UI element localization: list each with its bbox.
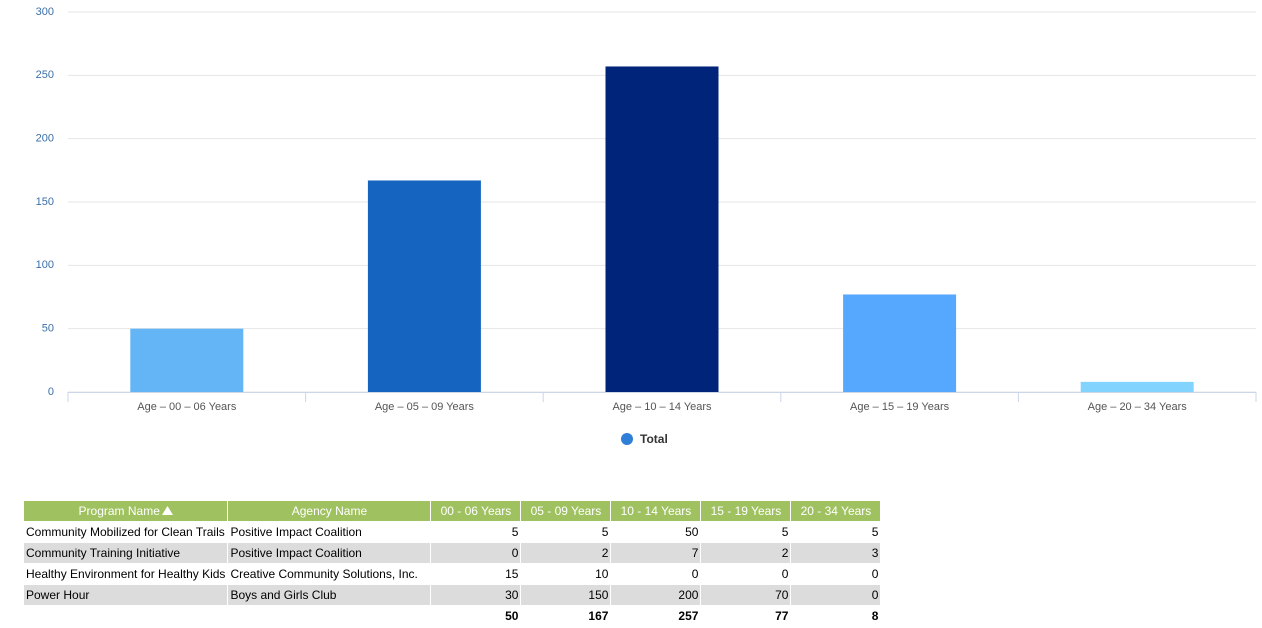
- table-cell: Positive Impact Coalition: [227, 542, 432, 564]
- column-header: 20 - 34 Years: [790, 501, 882, 522]
- table-cell: 0: [790, 563, 882, 585]
- table-cell: 0: [610, 563, 702, 585]
- column-header: Agency Name: [227, 501, 432, 522]
- table-cell: 200: [610, 584, 702, 606]
- table-row: Community Mobilized for Clean Trails Posi…: [24, 521, 882, 543]
- table-body: Community Mobilized for Clean Trails Posi…: [24, 521, 882, 627]
- bar: [843, 294, 957, 392]
- table-cell: [24, 605, 229, 627]
- legend[interactable]: Total: [621, 432, 668, 446]
- y-tick-label: 250: [36, 69, 54, 81]
- x-tick-label: Age – 15 – 19 Years: [850, 401, 950, 413]
- table-cell: Healthy Environment for Healthy Kids: [24, 563, 229, 585]
- table-cell: 5: [790, 521, 882, 543]
- table-cell: 5: [430, 521, 522, 543]
- table-cell: Community Training Initiative: [24, 542, 229, 564]
- table-cell: 0: [430, 542, 522, 564]
- y-tick-label: 100: [36, 259, 54, 271]
- x-tick-label: Age – 20 – 34 Years: [1088, 401, 1188, 413]
- total-cell: 77: [700, 605, 792, 627]
- y-tick-label: 150: [36, 196, 54, 208]
- total-cell: 257: [610, 605, 702, 627]
- y-tick-label: 300: [36, 6, 54, 18]
- table-cell: 5: [520, 521, 612, 543]
- sort-icon[interactable]: [161, 506, 173, 515]
- table-cell: 50: [610, 521, 702, 543]
- legend-marker: [621, 433, 633, 445]
- bar: [605, 66, 719, 392]
- table-cell: 2: [520, 542, 612, 564]
- table-row: Power Hour Boys and Girls Club 30 150 200 70 0: [24, 584, 882, 606]
- table-cell: [227, 605, 432, 627]
- bar: [1080, 381, 1194, 392]
- table-cell: Creative Community Solutions, Inc.: [227, 563, 432, 585]
- table-cell: 70: [700, 584, 792, 606]
- x-tick-label: Age – 00 – 06 Years: [137, 401, 237, 413]
- chart: 0 50 100 150 200 250 300 Age – 00 – 06 Years Age…: [36, 6, 1257, 446]
- x-tick-label: Age – 10 – 14 Years: [612, 401, 712, 413]
- table-cell: Community Mobilized for Clean Trails: [24, 521, 229, 543]
- table-cell: Boys and Girls Club: [227, 584, 432, 606]
- total-cell: 50: [430, 605, 522, 627]
- table-cell: 15: [430, 563, 522, 585]
- table-cell: 0: [700, 563, 792, 585]
- table-row: Community Training Initiative Positive Im…: [24, 542, 882, 564]
- column-header[interactable]: Program Name: [24, 501, 229, 522]
- bar: [130, 328, 244, 392]
- x-tick-label: Age – 05 – 09 Years: [375, 401, 475, 413]
- y-tick-label: 50: [42, 323, 54, 335]
- legend-label: Total: [640, 432, 668, 446]
- column-header: 15 - 19 Years: [700, 501, 792, 522]
- column-header: 10 - 14 Years: [610, 501, 702, 522]
- data-table: Program Name Agency Name 00 - 06 Years 05 -…: [24, 501, 882, 627]
- table-cell: 150: [520, 584, 612, 606]
- table-cell: 2: [700, 542, 792, 564]
- table-cell: 0: [790, 584, 882, 606]
- total-cell: 8: [790, 605, 882, 627]
- table-cell: Positive Impact Coalition: [227, 521, 432, 543]
- table-cell: 10: [520, 563, 612, 585]
- bar: [367, 180, 481, 392]
- column-header: 05 - 09 Years: [520, 501, 612, 522]
- y-tick-label: 0: [48, 386, 54, 398]
- total-row: 50 167 257 77 8: [24, 605, 882, 627]
- table-cell: 30: [430, 584, 522, 606]
- table-cell: Power Hour: [24, 584, 229, 606]
- y-tick-label: 200: [36, 133, 54, 145]
- table-cell: 5: [700, 521, 792, 543]
- table-cell: 7: [610, 542, 702, 564]
- table-cell: 3: [790, 542, 882, 564]
- total-cell: 167: [520, 605, 612, 627]
- table-row: Healthy Environment for Healthy Kids Crea…: [24, 563, 882, 585]
- column-header: 00 - 06 Years: [430, 501, 522, 522]
- header-row: Program Name Agency Name 00 - 06 Years 05 -…: [24, 501, 882, 522]
